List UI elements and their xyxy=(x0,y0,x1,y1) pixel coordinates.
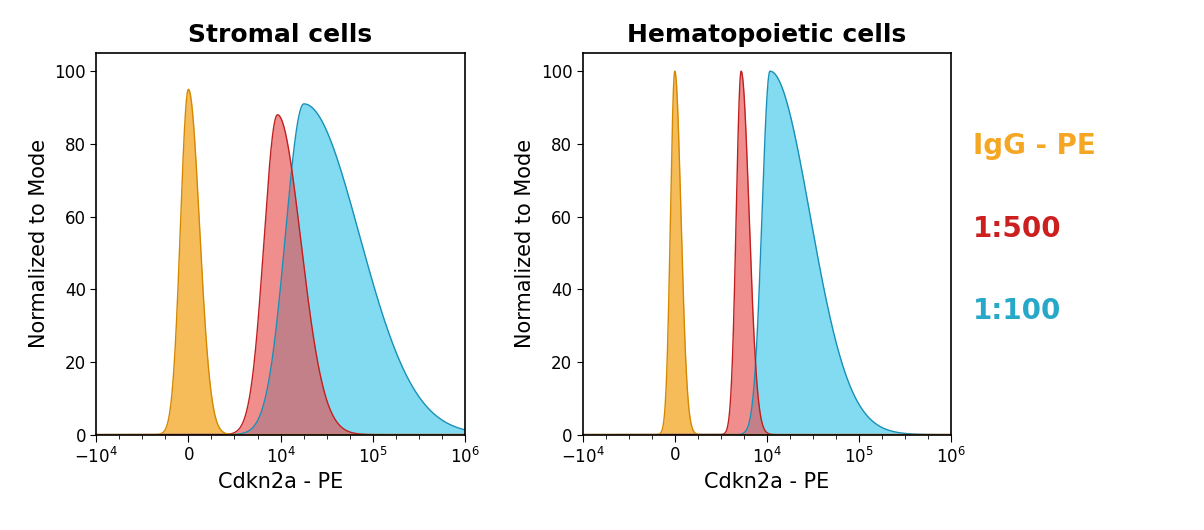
Text: IgG - PE: IgG - PE xyxy=(973,132,1096,161)
Text: 1:500: 1:500 xyxy=(973,215,1062,243)
Y-axis label: Normalized to Mode: Normalized to Mode xyxy=(29,139,48,348)
Y-axis label: Normalized to Mode: Normalized to Mode xyxy=(515,139,535,348)
Text: 1:100: 1:100 xyxy=(973,297,1061,325)
X-axis label: Cdkn2a - PE: Cdkn2a - PE xyxy=(704,472,830,492)
X-axis label: Cdkn2a - PE: Cdkn2a - PE xyxy=(218,472,343,492)
Title: Stromal cells: Stromal cells xyxy=(189,23,372,47)
Title: Hematopoietic cells: Hematopoietic cells xyxy=(627,23,907,47)
